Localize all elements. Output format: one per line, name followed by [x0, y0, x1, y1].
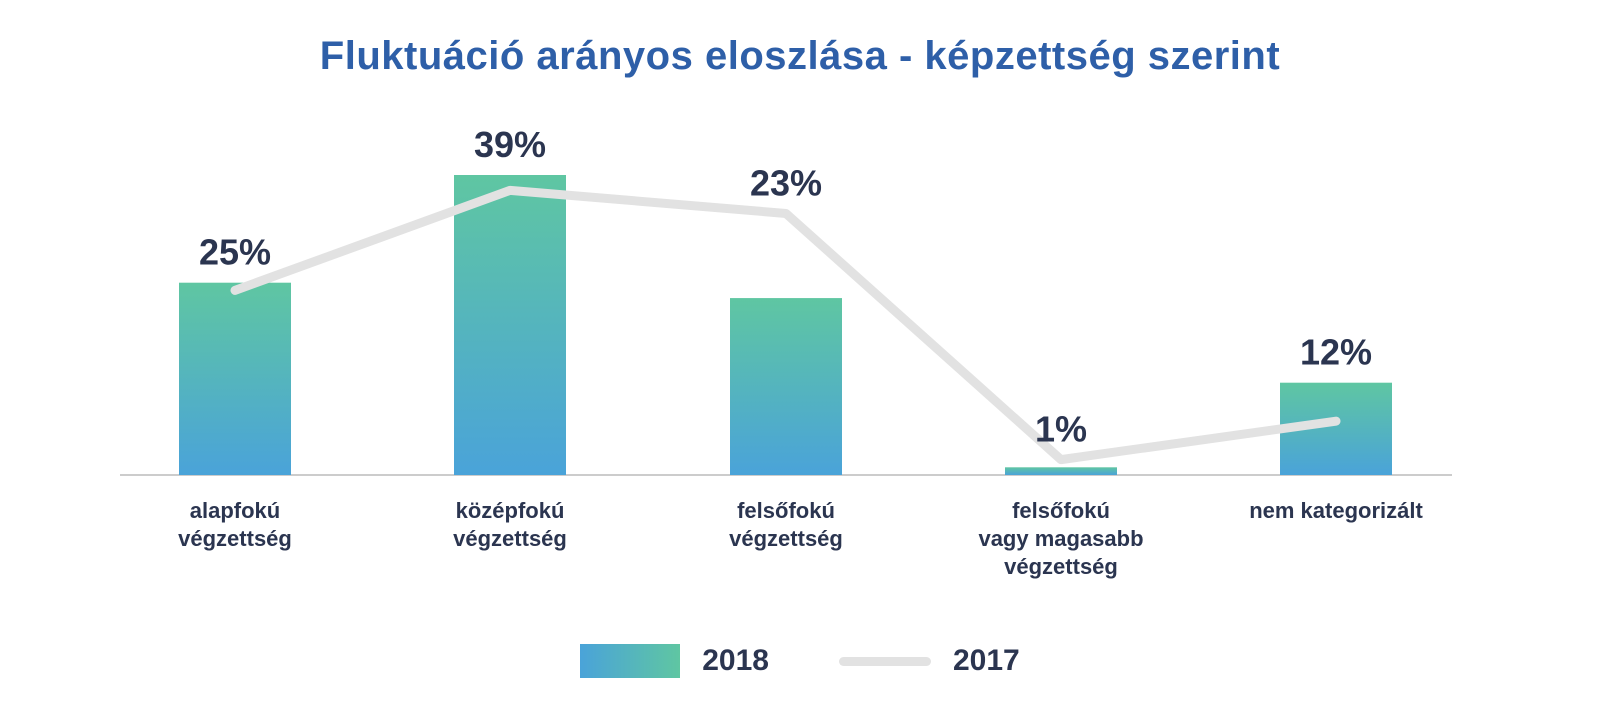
bar-2018-2 [730, 298, 842, 475]
category-label-4: nem kategorizált [1249, 498, 1423, 523]
legend-line-swatch [839, 656, 931, 666]
legend-label-2018: 2018 [702, 644, 769, 677]
bar-line-chart: 25% 39% 23% 1% 12% alapfokú végzettség középfok… [120, 124, 1452, 579]
bars-layer [120, 175, 1452, 476]
line-2017 [230, 185, 1341, 465]
value-label-3: 1% [1035, 409, 1087, 450]
bar-2018-1 [454, 175, 566, 475]
category-label-2: felsőfokú végzettség [729, 498, 843, 551]
value-label-0: 25% [199, 232, 271, 273]
bar-2018-0 [179, 282, 291, 475]
legend-bar-swatch [580, 644, 681, 678]
legend-item-2018: 2018 [580, 644, 769, 678]
bar-2018-3 [1005, 467, 1117, 475]
value-label-2: 23% [750, 162, 822, 203]
legend-label-2017: 2017 [953, 644, 1020, 677]
value-label-4: 12% [1300, 332, 1372, 373]
category-label-3: felsőfokú vagy magasabb végzettség [978, 498, 1143, 579]
labels-layer: 25% 39% 23% 1% 12% alapfokú végzettség középfok… [178, 124, 1423, 579]
category-label-0: alapfokú végzettség [178, 498, 292, 551]
category-label-1: középfokú végzettség [453, 498, 567, 551]
legend-item-2017: 2017 [839, 644, 1020, 678]
value-label-1: 39% [474, 124, 546, 165]
chart-title: Fluktuáció arányos eloszlása - képzettsé… [319, 34, 1281, 78]
legend: 2018 2017 [0, 628, 1600, 694]
line-2017-layer [230, 185, 1341, 465]
